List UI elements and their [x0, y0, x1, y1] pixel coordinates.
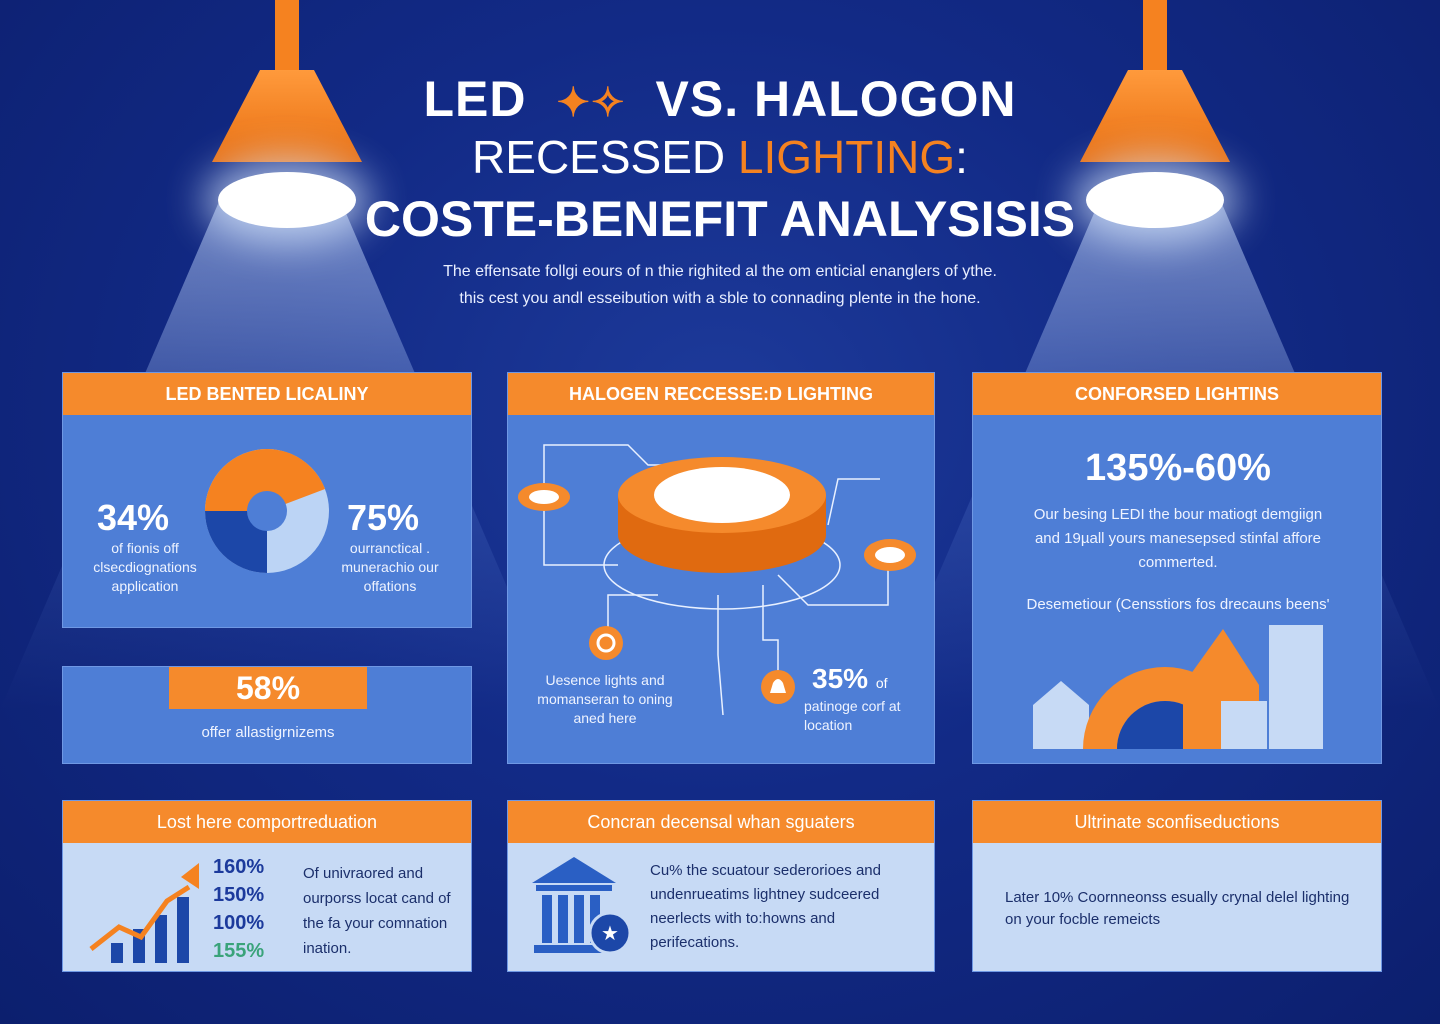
led-stat-badge: 58%: [169, 667, 367, 709]
concran-panel: Concran decensal whan sguaters ★ Cu% the…: [507, 800, 935, 972]
led-panel-title: LED BENTED LICALINY: [63, 373, 471, 415]
led-panel: LED BENTED LICALINY 34% of fionis off cl…: [62, 372, 472, 628]
lost-panel: Lost here comportreduation 160% 150% 100…: [62, 800, 472, 972]
halogen-left-text: Uesence lights and momanseran to oning a…: [537, 672, 673, 726]
halogen-recessed-light-diagram-icon: [518, 444, 916, 715]
concran-text: Cu% the scuatour sederorioes and undenru…: [650, 862, 881, 951]
confused-panel: CONFORSED LIGHTINS 135%-60% Our besing L…: [972, 372, 1382, 764]
lost-pct-3: 100%: [213, 912, 265, 934]
title-line-2: RECESSED LIGHTING:: [472, 131, 968, 183]
svg-text:★: ★: [601, 921, 619, 945]
confused-caption: Desemetiour (Censstiors fos drecauns bee…: [1026, 596, 1330, 613]
led-donut-chart-icon: [205, 449, 329, 573]
title-line-3: COSTE-BENEFIT ANALYSISIS: [364, 191, 1076, 247]
left-pendant-lamp-icon: [212, 0, 362, 240]
led-right-text: ourranctical . munerachio our offations: [341, 540, 439, 594]
intro-text: The effensate follgi eours of n thie rig…: [443, 263, 997, 307]
ultimate-panel-title: Ultrinate sconfiseductions: [973, 801, 1381, 843]
right-pendant-lamp-icon: [1080, 0, 1230, 240]
halogen-panel: HALOGEN RECCESSE:D LIGHTING Uesence ligh…: [507, 372, 935, 764]
halogen-pct: 35% of: [812, 663, 888, 694]
ultimate-text: Later 10% Coornneonss esually crynal del…: [1005, 889, 1350, 928]
growth-bar-chart-icon: [89, 863, 199, 963]
bank-building-icon: ★: [532, 857, 632, 955]
lost-pct-4: 155%: [213, 940, 265, 962]
led-left-text: of fionis off clsecdiognations applicati…: [93, 540, 197, 594]
confused-text: Our besing LEDI the bour matiogt demgiig…: [1033, 506, 1323, 571]
confused-panel-title: CONFORSED LIGHTINS: [973, 373, 1381, 415]
title-line-1: LED ✦✧ VS. HALOGON: [423, 71, 1017, 127]
ultimate-panel: Ultrinate sconfiseductions Later 10% Coo…: [972, 800, 1382, 972]
halogen-right-text: patinoge corf at location: [804, 698, 901, 733]
lost-pct-list: 160% 150% 100% 155%: [213, 853, 264, 965]
lost-text: Of univraored and ourporss locat cand of…: [303, 865, 451, 957]
lost-pct-1: 160%: [213, 856, 265, 878]
halogen-panel-title: HALOGEN RECCESSE:D LIGHTING: [508, 373, 934, 415]
led-stat-panel: 58% offer allastigrnizems: [62, 666, 472, 764]
confused-range: 135%-60%: [1085, 447, 1271, 489]
led-right-pct: 75%: [347, 497, 420, 538]
led-left-pct: 34%: [97, 497, 170, 538]
spark-icon: ✦✧: [556, 81, 626, 125]
lost-panel-title: Lost here comportreduation: [63, 801, 471, 843]
lost-pct-2: 150%: [213, 884, 265, 906]
led-stat-text: offer allastigrnizems: [201, 724, 335, 741]
concran-panel-title: Concran decensal whan sguaters: [508, 801, 934, 843]
confused-house-bar-chart-icon: [1033, 625, 1323, 749]
